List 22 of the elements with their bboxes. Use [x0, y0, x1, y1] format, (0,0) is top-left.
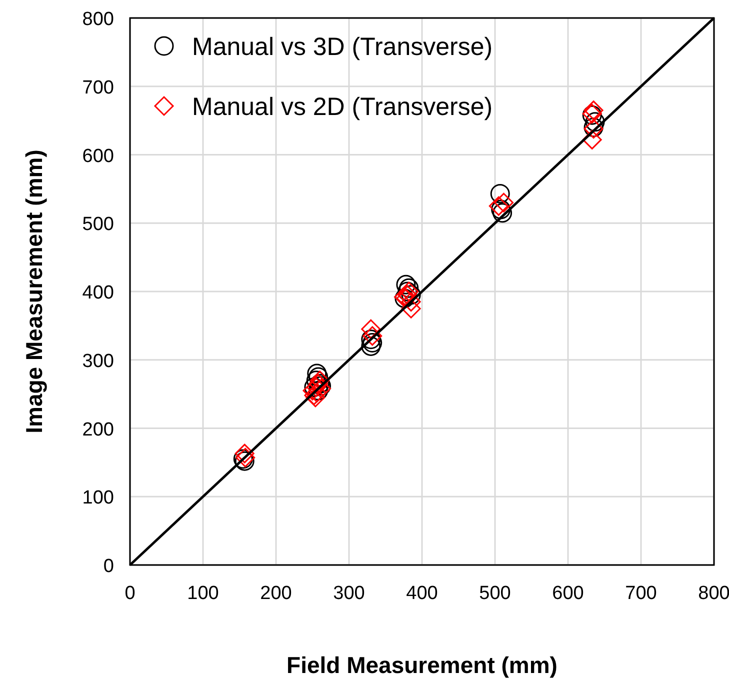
x-tick-label: 100 [187, 583, 219, 604]
legend-label: Manual vs 2D (Transverse) [192, 93, 493, 121]
x-axis-title: Field Measurement (mm) [286, 652, 558, 678]
y-tick-label: 500 [82, 214, 114, 236]
x-tick-label: 500 [479, 583, 511, 604]
y-tick-label: 0 [103, 556, 114, 577]
x-tick-label: 0 [124, 583, 136, 604]
y-tick-label: 400 [82, 282, 114, 304]
y-axis-title: Image Measurement (mm) [21, 150, 47, 434]
y-tick-label: 600 [82, 146, 114, 167]
x-tick-label: 700 [625, 583, 657, 604]
y-tick-label: 200 [82, 419, 114, 440]
y-tick-label: 800 [82, 9, 114, 30]
legend-label: Manual vs 3D (Transverse) [192, 33, 493, 61]
y-tick-label: 700 [82, 77, 114, 98]
x-tick-label: 300 [333, 583, 365, 604]
x-tick-label: 400 [406, 583, 438, 604]
x-tick-label: 800 [698, 583, 729, 604]
y-tick-label: 300 [82, 350, 114, 372]
x-tick-label: 600 [552, 583, 584, 604]
y-tick-label: 100 [82, 488, 114, 509]
x-tick-label: 200 [260, 583, 292, 604]
